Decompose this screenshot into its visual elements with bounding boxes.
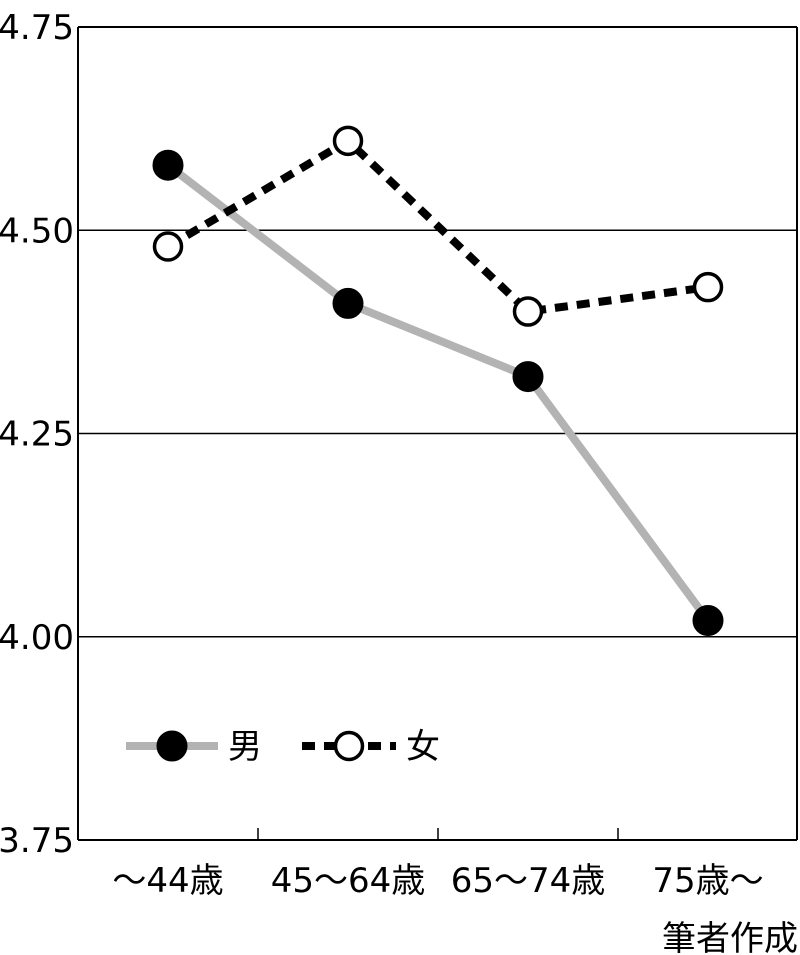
legend: 男女: [126, 727, 440, 767]
y-tick-label: 4.75: [0, 8, 74, 48]
data-point: [512, 361, 544, 393]
data-point: [512, 296, 544, 327]
data-point: [692, 604, 724, 636]
y-tick-labels: 3.75 4.00 4.25 4.50 4.75: [0, 8, 74, 861]
legend-label: 男: [228, 727, 262, 767]
data-point: [152, 231, 184, 262]
axes: [77, 26, 798, 841]
data-point: [152, 149, 184, 181]
legend-item-female: 女: [302, 727, 440, 767]
series: [152, 125, 724, 636]
y-tick-label: 3.75: [0, 821, 74, 861]
x-tick-labels: ～44歳 45～64歳 65～74歳 75歳～: [112, 861, 763, 901]
legend-marker: [333, 730, 365, 762]
y-tick-label: 4.25: [0, 415, 74, 455]
y-tick-label: 4.00: [0, 618, 74, 658]
legend-item-male: 男: [126, 727, 262, 767]
series-line: [165, 136, 709, 316]
data-point: [692, 271, 724, 303]
x-tick-label: 75歳～: [652, 861, 763, 901]
series-female: [152, 125, 724, 327]
y-tick-label: 4.50: [0, 211, 74, 251]
legend-label: 女: [406, 727, 440, 767]
legend-marker: [156, 730, 188, 762]
x-tick-label: ～44歳: [112, 861, 223, 901]
series-line: [165, 162, 712, 623]
x-tick-label: 65～74歳: [451, 861, 606, 901]
x-tick-label: 45～64歳: [271, 861, 426, 901]
series-male: [152, 149, 724, 636]
data-point: [332, 287, 364, 319]
credit-text: 筆者作成: [662, 919, 798, 955]
data-point: [332, 125, 364, 157]
